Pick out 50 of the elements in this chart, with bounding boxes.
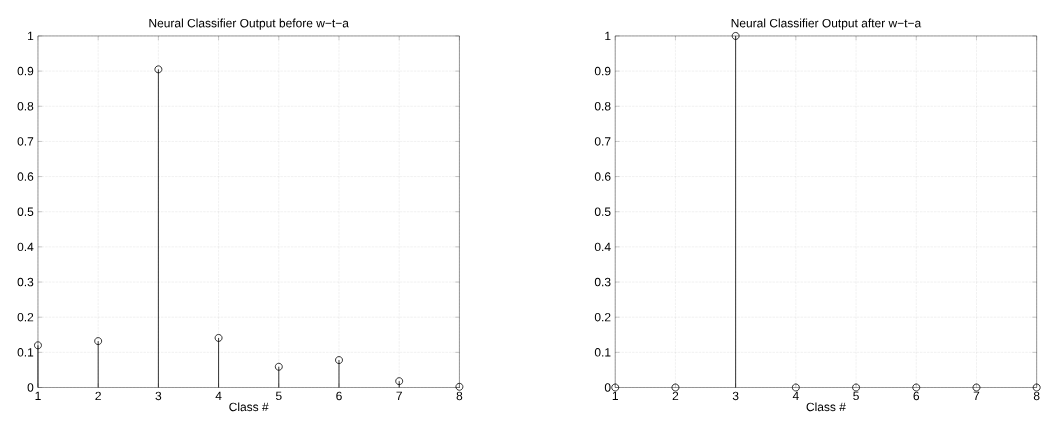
x-axis-title: Class # xyxy=(229,402,269,411)
point xyxy=(274,362,283,371)
y-tick-label: 0.6 xyxy=(17,172,34,181)
y-tick-label: 0 xyxy=(27,383,34,392)
chart-title: Neural Classifier Output before w−t−a xyxy=(149,18,349,30)
point xyxy=(455,382,464,391)
y-tick-label: 0.8 xyxy=(594,101,611,111)
y-tick-label: 0.4 xyxy=(594,242,611,251)
point xyxy=(154,65,163,74)
x-tick-label: 2 xyxy=(95,391,101,400)
y-tick-label: 0.9 xyxy=(594,66,611,76)
x-tick-label: 1 xyxy=(35,391,41,400)
x-tick-label: 7 xyxy=(396,391,402,400)
y-tick-label: 1 xyxy=(28,31,34,40)
point xyxy=(34,341,42,349)
x-tick-label: 2 xyxy=(672,391,679,400)
y-tick-label: 0.9 xyxy=(17,66,34,76)
x-tick-label: 3 xyxy=(155,391,162,400)
y-tick-label: 0.2 xyxy=(594,312,611,322)
point xyxy=(94,336,103,345)
x-tick-label: 4 xyxy=(215,391,222,400)
x-tick-label: 8 xyxy=(456,391,463,400)
point xyxy=(395,377,404,385)
x-tick-label: 1 xyxy=(612,391,618,400)
y-tick-label: 0.8 xyxy=(17,101,34,111)
x-tick-label: 6 xyxy=(913,391,920,400)
x-tick-label: 7 xyxy=(973,391,980,400)
y-tick-label: 1 xyxy=(605,31,611,40)
chart-title: Neural Classifier Output after w−t−a xyxy=(731,18,922,30)
x-tick-label: 6 xyxy=(336,391,342,400)
y-tick-label: 0.2 xyxy=(17,312,34,322)
y-tick-label: 0.6 xyxy=(594,172,611,181)
x-axis-title: Class # xyxy=(806,402,846,411)
point xyxy=(214,333,223,342)
x-tick-label: 4 xyxy=(792,391,799,400)
point xyxy=(335,355,343,364)
y-tick-label: 0.3 xyxy=(17,277,34,287)
y-tick-label: 0.5 xyxy=(594,207,611,216)
y-tick-label: 0.1 xyxy=(17,347,34,357)
y-tick-label: 0.1 xyxy=(594,347,611,357)
x-tick-label: 3 xyxy=(732,391,739,400)
x-tick-label: 8 xyxy=(1033,391,1040,400)
x-tick-label: 5 xyxy=(275,391,282,400)
y-tick-label: 0.5 xyxy=(17,207,34,216)
y-tick-label: 0.7 xyxy=(17,136,34,146)
y-tick-label: 0.3 xyxy=(594,277,611,287)
x-tick-label: 5 xyxy=(853,391,859,400)
y-tick-label: 0 xyxy=(604,383,611,392)
y-tick-label: 0.7 xyxy=(594,136,611,146)
y-tick-label: 0.4 xyxy=(17,242,34,251)
